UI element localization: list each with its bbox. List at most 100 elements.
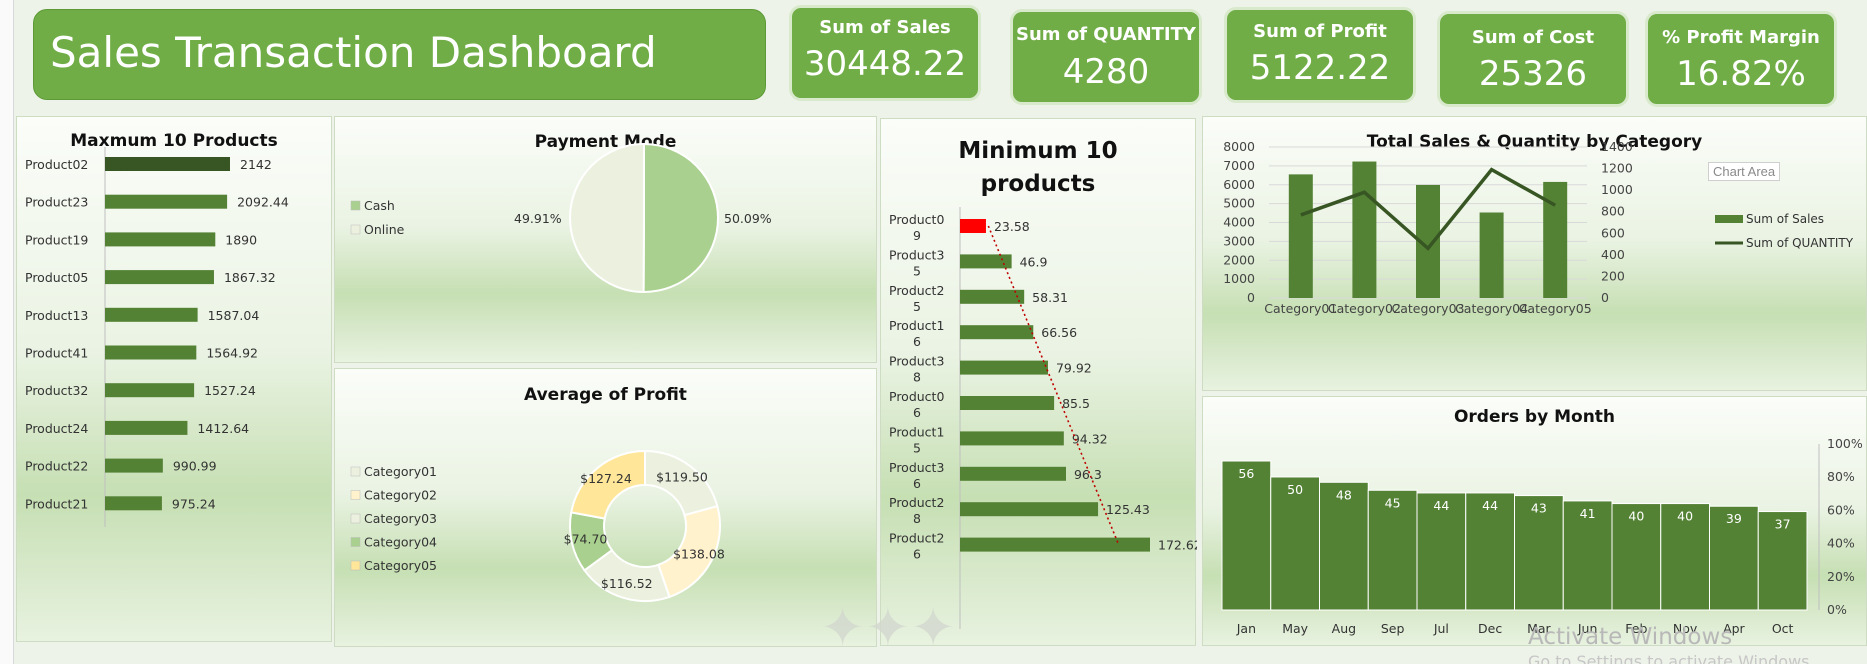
legend-swatch	[350, 466, 361, 477]
category-label: Product2	[889, 531, 944, 546]
legend-swatch	[1715, 215, 1743, 223]
x-tick: Jan	[1236, 621, 1256, 636]
min-products-chart[interactable]: Minimum 10 products Product0 9 23.58 Produc…	[880, 118, 1197, 646]
kpi-value: 4280	[1062, 52, 1150, 92]
data-label: 56	[1238, 466, 1254, 481]
category-label: Product24	[25, 421, 88, 436]
category-label: Product02	[25, 157, 88, 172]
y-left-tick: 1000	[1223, 271, 1255, 286]
bar	[1611, 503, 1662, 611]
kpi-value: 16.82%	[1676, 54, 1806, 94]
y-left-tick: 8000	[1223, 139, 1255, 154]
doughnut-slice	[570, 449, 646, 520]
pie-slice	[569, 142, 645, 294]
category-label: Product2	[889, 283, 944, 298]
bar	[1270, 476, 1320, 611]
category-label: Product19	[25, 232, 88, 247]
kpi-label: Sum of Sales	[819, 17, 951, 38]
data-label: 48	[1336, 487, 1352, 502]
windows-activation-watermark: Activate Windows	[1528, 624, 1733, 650]
category-label-wrap: 5	[913, 263, 921, 278]
category-label: Product3	[889, 460, 944, 475]
category-sales-plot: 0 1000 2000 3000 4000 5000 6000 7000 8000 0 200 400…	[1223, 139, 1854, 316]
legend-label: Sum of Sales	[1746, 212, 1824, 226]
y-right-tick: 600	[1601, 225, 1625, 240]
x-tick: Jun	[1577, 621, 1598, 636]
bar	[960, 325, 1034, 340]
title-banner: Sales Transaction Dashboard	[33, 9, 766, 100]
data-label: 44	[1482, 498, 1498, 513]
bar	[960, 502, 1099, 517]
data-label: 975.24	[172, 496, 216, 511]
x-tick: Aug	[1332, 621, 1356, 636]
category-sales-chart[interactable]: Total Sales & Quantity by Category Chart…	[1202, 116, 1867, 391]
legend-label: Category03	[364, 511, 437, 526]
data-label: 125.43	[1106, 502, 1150, 517]
dashboard-title: Sales Transaction Dashboard	[50, 28, 657, 77]
category-label-wrap: 8	[913, 511, 921, 526]
kpi-sum-of-profit[interactable]: Sum of Profit 5122.22	[1224, 7, 1416, 103]
kpi-sum-of-quantity[interactable]: Sum of QUANTITY 4280	[1010, 9, 1202, 105]
bar	[105, 270, 214, 285]
orders-by-month-chart[interactable]: Orders by Month 56 Jan 50 May 48 Aug 45 Sep 44 Ju…	[1202, 396, 1867, 646]
orders-by-month-plot: 56 Jan 50 May 48 Aug 45 Sep 44 Jul 44 Dec 43 Mar 41 Jun…	[1221, 436, 1863, 636]
legend-label: Category02	[364, 488, 437, 503]
payment-mode-plot: 50.09% 49.91% Cash Online	[350, 142, 772, 294]
category-label-wrap: 6	[913, 476, 921, 491]
category-label: Product3	[889, 247, 944, 262]
y-right-tick: 100%	[1827, 436, 1863, 451]
data-label: 1412.64	[197, 421, 249, 436]
x-tick: May	[1282, 621, 1308, 636]
max-products-chart[interactable]: Maxmum 10 Products Product02 2142 Product2…	[16, 116, 332, 642]
bar	[960, 537, 1150, 552]
data-label: 40	[1628, 509, 1644, 524]
y-right-tick: 60%	[1827, 502, 1855, 517]
category-label: Product05	[25, 270, 88, 285]
y-right-tick: 1000	[1601, 182, 1633, 197]
x-tick: Dec	[1478, 621, 1502, 636]
chart-title: Maxmum 10 Products	[70, 131, 278, 151]
average-profit-chart[interactable]: Average of Profit $119.50 $138.08 $116.52 $…	[334, 368, 877, 647]
x-tick: Category02	[1328, 301, 1401, 316]
bar	[1416, 492, 1467, 611]
y-right-tick: 200	[1601, 268, 1625, 283]
min-products-plot: Product0923.58Product3546.9Product2558.3…	[889, 207, 1197, 629]
bar	[105, 232, 216, 247]
kpi-label: Sum of Cost	[1471, 27, 1595, 48]
bar	[105, 157, 230, 171]
category-label-wrap: 6	[913, 405, 921, 420]
bar	[105, 383, 195, 398]
bar	[1367, 489, 1418, 611]
kpi-sum-of-cost[interactable]: Sum of Cost 25326	[1437, 11, 1629, 107]
category-label-wrap: 5	[913, 440, 921, 455]
data-label: 1527.24	[204, 383, 256, 398]
legend-swatch	[350, 490, 361, 500]
category-label: Product41	[25, 346, 88, 361]
x-tick: Category04	[1455, 301, 1528, 316]
data-label: 2142	[240, 157, 272, 172]
bar	[960, 396, 1055, 410]
kpi-value: 30448.22	[803, 44, 967, 84]
legend-label: Category01	[364, 464, 437, 479]
payment-mode-chart[interactable]: Payment Mode 50.09% 49.91% Cash Online	[334, 116, 877, 363]
data-label: $116.52	[601, 576, 653, 591]
data-label: $119.50	[656, 470, 708, 485]
kpi-sum-of-sales[interactable]: Sum of Sales 30448.22	[789, 5, 981, 101]
y-left-tick: 6000	[1223, 177, 1255, 192]
y-right-tick: 0%	[1827, 602, 1847, 617]
y-right-tick: 0	[1601, 290, 1609, 305]
legend-label: Category04	[364, 535, 437, 550]
category-label-wrap: 6	[913, 547, 921, 562]
x-tick: Category03	[1391, 301, 1464, 316]
kpi-profit-margin[interactable]: % Profit Margin 16.82%	[1645, 11, 1837, 107]
category-label: Product0	[889, 389, 944, 404]
data-label: 66.56	[1041, 325, 1077, 340]
legend-swatch	[350, 224, 361, 235]
chart-title: Minimum 10 products	[958, 138, 1118, 197]
legend-swatch	[350, 537, 361, 547]
max-products-plot: Product02 2142 Product23 2092.44 Product19 18…	[25, 147, 289, 527]
chart-title: Average of Profit	[524, 385, 687, 405]
site-watermark-logo: ✦✦✦	[820, 596, 956, 659]
bar	[1221, 460, 1272, 611]
category-label-wrap: 6	[913, 334, 921, 349]
